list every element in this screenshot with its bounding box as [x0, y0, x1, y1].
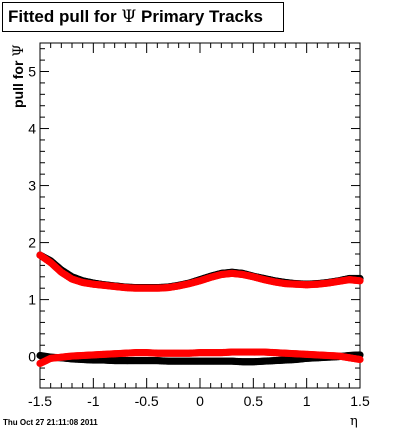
ylabel-symbol: Ψ	[11, 44, 27, 57]
y-tick-label: 5	[28, 64, 36, 80]
y-axis-label: pull for Ψ	[10, 44, 27, 108]
plot-frame	[39, 42, 361, 389]
title-prefix: Fitted pull for	[8, 7, 117, 26]
chart-title: Fitted pull for Ψ Primary Tracks	[2, 2, 284, 32]
y-tick-label: 4	[28, 121, 36, 137]
y-axis-ticks: 0 1 2 3 4 5	[28, 48, 360, 380]
x-tick-label: 0.5	[244, 393, 264, 409]
ylabel-prefix: pull for	[10, 60, 26, 108]
y-tick-label: 1	[28, 292, 36, 308]
x-tick-label: 0	[196, 393, 204, 409]
data-points	[36, 251, 364, 368]
y-tick-label: 3	[28, 178, 36, 194]
data-point	[356, 355, 364, 364]
data-point	[356, 277, 364, 285]
x-axis-label: η	[350, 414, 358, 429]
x-tick-label: -1	[87, 393, 100, 409]
x-tick-label: 1	[303, 393, 311, 409]
x-tick-label: -1.5	[28, 393, 52, 409]
timestamp: Thu Oct 27 21:11:08 2011	[3, 418, 98, 427]
x-tick-label: -0.5	[135, 393, 159, 409]
title-suffix: Primary Tracks	[140, 7, 263, 26]
x-axis-ticks: -1.5 -1 -0.5 0 0.5 1 1.5	[28, 43, 370, 409]
y-tick-label: 0	[28, 349, 36, 365]
x-tick-label: 1.5	[350, 393, 370, 409]
y-tick-label: 2	[28, 235, 36, 251]
title-symbol: Ψ	[121, 7, 137, 27]
